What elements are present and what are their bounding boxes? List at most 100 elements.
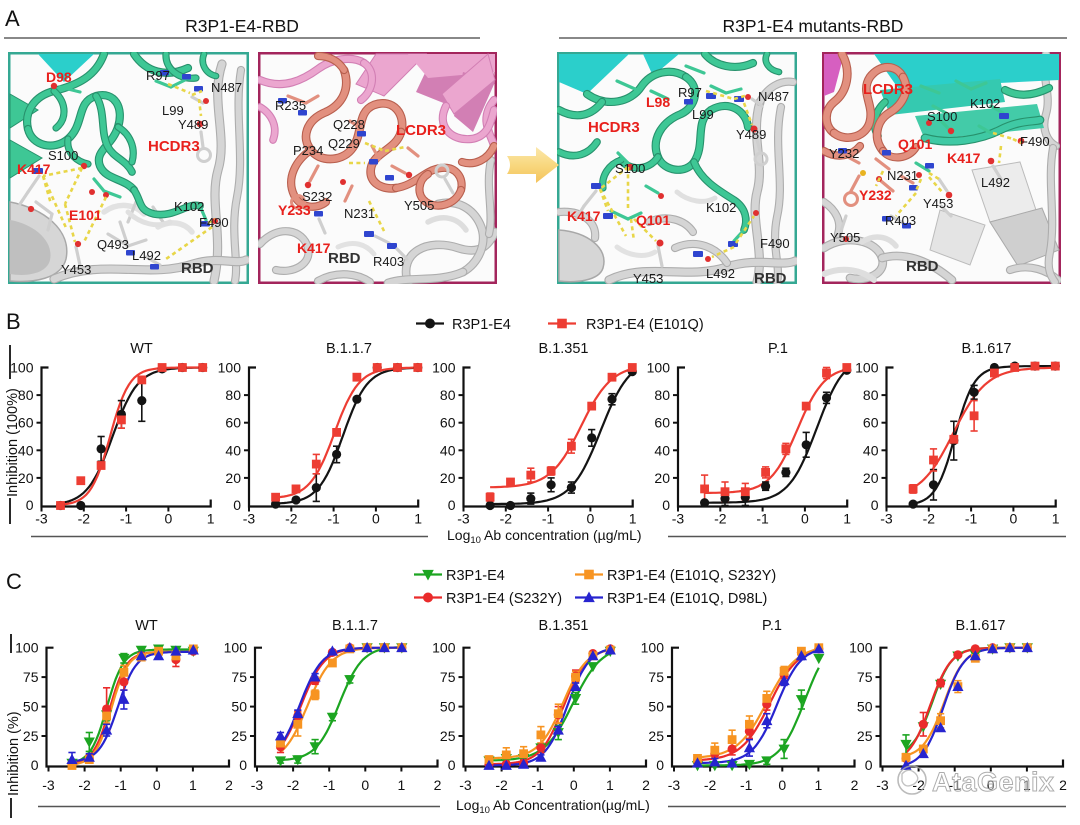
svg-text:Y453: Y453 [61, 262, 91, 277]
svg-text:25: 25 [23, 728, 39, 744]
svg-text:75: 75 [231, 669, 247, 685]
svg-text:S100: S100 [615, 161, 645, 176]
svg-text:0: 0 [448, 497, 456, 513]
svg-text:0: 0 [165, 511, 173, 527]
svg-text:75: 75 [857, 669, 873, 685]
svg-text:-1: -1 [542, 511, 555, 527]
svg-text:75: 75 [23, 669, 39, 685]
svg-text:K102: K102 [706, 200, 736, 215]
svg-text:Y505: Y505 [404, 198, 434, 213]
svg-text:0: 0 [372, 511, 380, 527]
svg-text:100: 100 [849, 640, 873, 656]
svg-text:-1: -1 [740, 777, 753, 793]
svg-text:Q493: Q493 [97, 237, 129, 252]
svg-text:B.1.1.7: B.1.1.7 [332, 618, 378, 634]
svg-text:Inhibition (%): Inhibition (%) [6, 711, 22, 796]
svg-text:-3: -3 [668, 777, 681, 793]
svg-text:LCDR3: LCDR3 [396, 122, 446, 139]
svg-text:1: 1 [843, 511, 851, 527]
svg-text:0: 0 [865, 757, 873, 773]
svg-text:80: 80 [440, 387, 456, 403]
svg-text:-3: -3 [35, 511, 48, 527]
svg-text:WT: WT [130, 341, 153, 357]
svg-text:25: 25 [231, 728, 247, 744]
svg-text:F490: F490 [760, 236, 790, 251]
svg-text:80: 80 [18, 387, 34, 403]
svg-text:WT: WT [135, 618, 158, 634]
svg-text:R403: R403 [373, 254, 404, 269]
svg-text:2: 2 [434, 777, 442, 793]
svg-text:1: 1 [1023, 777, 1031, 793]
svg-text:RBD: RBD [754, 270, 787, 284]
svg-text:0: 0 [801, 511, 809, 527]
svg-text:K417: K417 [567, 208, 601, 224]
svg-text:B: B [6, 309, 21, 334]
svg-text:1: 1 [207, 511, 215, 527]
svg-text:20: 20 [654, 470, 670, 486]
svg-text:N487: N487 [211, 80, 242, 95]
svg-text:0: 0 [871, 497, 879, 513]
svg-text:1: 1 [398, 777, 406, 793]
svg-text:Y233: Y233 [278, 202, 311, 218]
svg-text:2: 2 [851, 777, 859, 793]
svg-text:-1: -1 [323, 777, 336, 793]
svg-text:0: 0 [656, 757, 664, 773]
svg-text:Q101: Q101 [898, 136, 932, 152]
svg-text:0: 0 [239, 757, 247, 773]
svg-text:2: 2 [1059, 777, 1067, 793]
svg-text:-2: -2 [500, 511, 513, 527]
svg-text:-1: -1 [327, 511, 340, 527]
svg-text:-3: -3 [457, 511, 470, 527]
svg-text:K417: K417 [17, 161, 51, 177]
svg-text:0: 0 [662, 497, 670, 513]
svg-text:R3P1-E4 (E101Q, S232Y): R3P1-E4 (E101Q, S232Y) [607, 568, 776, 584]
svg-text:-2: -2 [495, 777, 508, 793]
svg-text:-3: -3 [880, 511, 893, 527]
svg-text:-2: -2 [78, 777, 91, 793]
svg-text:1: 1 [629, 511, 637, 527]
svg-text:100: 100 [224, 640, 248, 656]
svg-text:Log10 Ab Concentration(µg/mL): Log10 Ab Concentration(µg/mL) [456, 797, 650, 816]
svg-text:-2: -2 [287, 777, 300, 793]
svg-text:40: 40 [863, 442, 879, 458]
svg-text:B.1.351: B.1.351 [539, 618, 589, 634]
svg-text:Q229: Q229 [328, 136, 360, 151]
svg-text:0: 0 [153, 777, 161, 793]
svg-text:25: 25 [440, 728, 456, 744]
svg-text:80: 80 [654, 387, 670, 403]
svg-text:20: 20 [18, 470, 34, 486]
svg-text:R3P1-E4: R3P1-E4 [452, 317, 511, 333]
svg-text:20: 20 [863, 470, 879, 486]
svg-text:Y453: Y453 [633, 271, 663, 284]
svg-text:-2: -2 [714, 511, 727, 527]
svg-text:50: 50 [23, 699, 39, 715]
svg-text:0: 0 [26, 497, 34, 513]
svg-text:B.1.617: B.1.617 [956, 618, 1006, 634]
svg-text:0: 0 [233, 497, 241, 513]
svg-text:50: 50 [857, 699, 873, 715]
svg-text:F490: F490 [199, 215, 229, 230]
svg-text:L98: L98 [646, 94, 670, 110]
svg-text:-1: -1 [114, 777, 127, 793]
svg-text:P.1: P.1 [768, 341, 788, 357]
svg-text:-1: -1 [965, 511, 978, 527]
svg-text:S232: S232 [302, 189, 332, 204]
svg-text:Y232: Y232 [859, 187, 892, 203]
svg-text:F490: F490 [1020, 134, 1050, 149]
svg-text:60: 60 [18, 415, 34, 431]
svg-text:-2: -2 [78, 511, 91, 527]
svg-text:-3: -3 [42, 777, 55, 793]
svg-text:R97: R97 [678, 85, 702, 100]
svg-text:K102: K102 [174, 199, 204, 214]
svg-text:Y489: Y489 [736, 127, 766, 142]
svg-text:N487: N487 [758, 89, 789, 104]
svg-text:40: 40 [18, 442, 34, 458]
svg-text:LCDR3: LCDR3 [863, 81, 913, 98]
svg-text:HCDR3: HCDR3 [588, 119, 640, 136]
svg-text:R235: R235 [275, 98, 306, 113]
svg-text:100: 100 [432, 640, 456, 656]
svg-text:2: 2 [225, 777, 233, 793]
svg-text:1: 1 [815, 777, 823, 793]
svg-text:25: 25 [648, 728, 664, 744]
svg-text:60: 60 [225, 415, 241, 431]
